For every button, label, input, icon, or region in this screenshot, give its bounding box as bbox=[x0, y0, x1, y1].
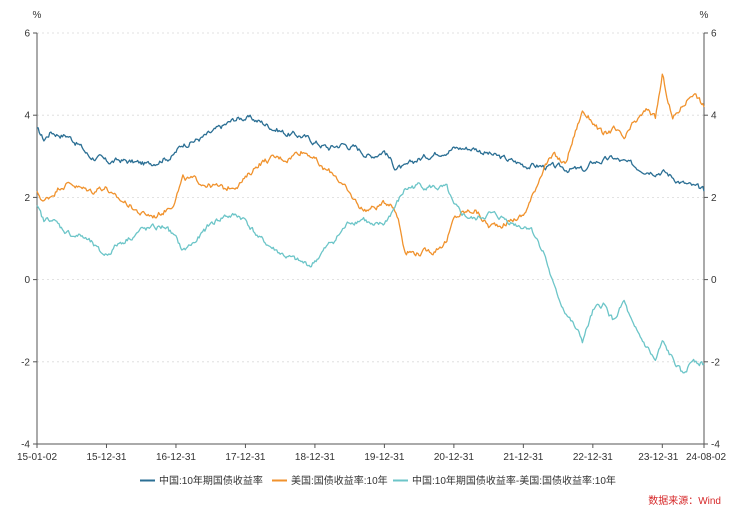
x-tick-label: 21-12-31 bbox=[503, 452, 543, 463]
series-line-3 bbox=[36, 182, 705, 374]
x-tick-label: 16-12-31 bbox=[156, 452, 196, 463]
y-tick-label-right: 6 bbox=[711, 29, 717, 40]
grid bbox=[37, 32, 704, 363]
legend-label-1: 中国:10年期国债收益率 bbox=[159, 474, 263, 487]
right-unit-label: % bbox=[700, 10, 709, 21]
y-tick-label-right: -4 bbox=[711, 440, 720, 451]
y-tick-label-right: 4 bbox=[711, 111, 717, 122]
y-tick-label-left: 4 bbox=[24, 111, 30, 122]
x-tick-label: 20-12-31 bbox=[434, 452, 474, 463]
x-tick-label: 17-12-31 bbox=[225, 452, 265, 463]
y-tick-label-left: 6 bbox=[24, 29, 30, 40]
x-tick-label: 22-12-31 bbox=[573, 452, 613, 463]
y-tick-label-right: 0 bbox=[711, 275, 717, 286]
left-unit-label: % bbox=[33, 10, 42, 21]
legend: 中国:10年期国债收益率 美国:国债收益率:10年 中国:10年期国债收益率-美国:… bbox=[140, 474, 616, 487]
y-tick-label-left: 2 bbox=[24, 193, 30, 204]
x-tick-label: 18-12-31 bbox=[295, 452, 335, 463]
series-line-1 bbox=[36, 114, 705, 192]
series-line-2 bbox=[36, 73, 705, 257]
y-tick-label-left: -2 bbox=[21, 357, 30, 368]
legend-label-3: 中国:10年期国债收益率-美国:国债收益率:10年 bbox=[412, 474, 616, 487]
x-tick-label: 15-01-02 bbox=[17, 452, 57, 463]
x-tick-label: 19-12-31 bbox=[364, 452, 404, 463]
tick-labels: -4 -4 -2 -2 0 0 2 2 4 4 6 6 15-01-02 15-12-31 16-12-31… bbox=[17, 29, 726, 464]
x-tick-label: 23-12-31 bbox=[638, 452, 678, 463]
source-label: 数据来源：Wind bbox=[648, 494, 721, 507]
series-lines bbox=[36, 73, 705, 374]
y-tick-label-left: 0 bbox=[24, 275, 30, 286]
y-tick-label-left: -4 bbox=[21, 440, 30, 451]
legend-label-2: 美国:国债收益率:10年 bbox=[291, 474, 388, 487]
axes: % % bbox=[33, 10, 709, 445]
x-tick-label: 24-08-02 bbox=[686, 452, 726, 463]
x-tick-label: 15-12-31 bbox=[86, 452, 126, 463]
y-tick-label-right: -2 bbox=[711, 357, 720, 368]
y-tick-label-right: 2 bbox=[711, 193, 717, 204]
